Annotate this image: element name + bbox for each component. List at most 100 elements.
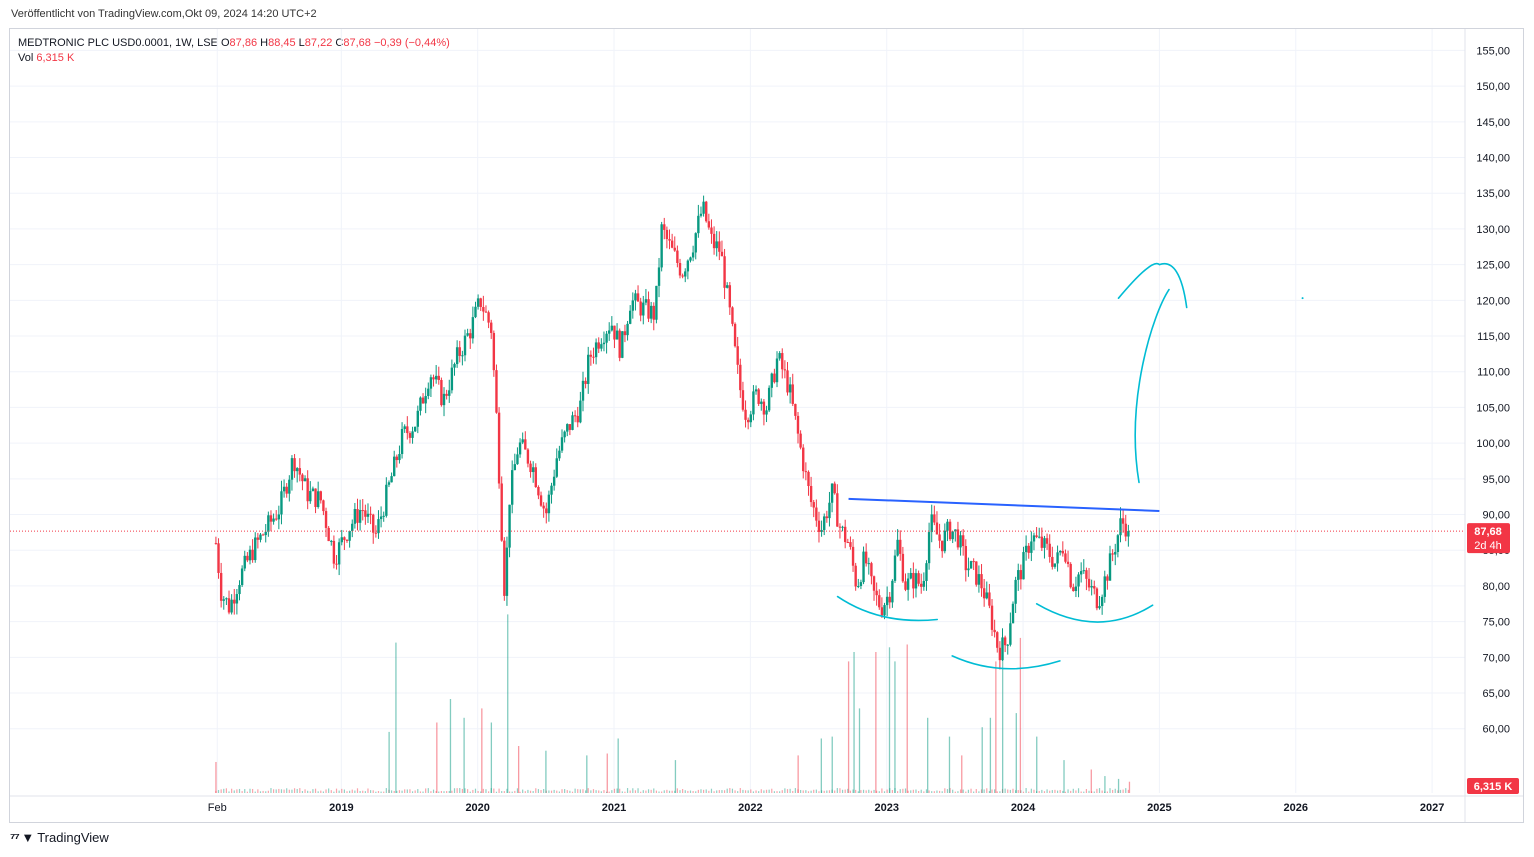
- volume-bar: [899, 789, 901, 793]
- volume-badge: [1467, 778, 1519, 794]
- volume-bar: [380, 791, 382, 793]
- candle-body: [597, 342, 600, 349]
- volume-bar: [1093, 791, 1095, 793]
- volume-bar: [946, 789, 949, 793]
- candle-body: [849, 542, 852, 547]
- candle-body: [744, 409, 747, 420]
- candle-body: [411, 431, 414, 438]
- volume-bar: [663, 790, 665, 793]
- volume-bar: [906, 644, 908, 793]
- volume-bar: [692, 791, 694, 793]
- candle-body: [896, 539, 899, 556]
- volume-bar: [910, 790, 912, 793]
- volume-bar: [456, 788, 458, 793]
- candle-body: [731, 307, 734, 324]
- volume-bar: [427, 788, 429, 793]
- x-tick-label: 2021: [602, 802, 626, 814]
- close-value: 87,68: [343, 37, 371, 49]
- volume-bars: [215, 614, 1131, 793]
- volume-bar: [931, 791, 933, 793]
- candle-body: [269, 515, 273, 522]
- volume-bar: [238, 788, 241, 793]
- candle-body: [432, 377, 435, 380]
- volume-bar: [962, 789, 964, 793]
- tradingview-logo-icon[interactable]: ⁷⁷ ▼: [10, 830, 34, 845]
- candle-body: [796, 415, 800, 434]
- candle-body: [946, 521, 949, 531]
- volume-bar: [419, 791, 422, 793]
- x-tick-label: Feb: [208, 802, 227, 814]
- candle-body: [217, 543, 220, 573]
- volume-bar: [262, 790, 264, 793]
- candle-body: [492, 332, 496, 371]
- volume-bar: [978, 791, 980, 793]
- volume-bar: [621, 791, 623, 793]
- candle-body: [838, 526, 842, 528]
- candle-body: [985, 592, 988, 599]
- volume-bar: [844, 789, 846, 793]
- y-tick-label: 95,00: [1482, 474, 1510, 486]
- drawing-layer: [10, 262, 1465, 670]
- candle-body: [846, 542, 850, 544]
- candle-body: [429, 377, 433, 389]
- candle-body: [327, 527, 330, 542]
- volume-bar: [493, 788, 495, 793]
- volume-bar: [393, 790, 395, 793]
- candle-body: [343, 537, 346, 540]
- candle-body: [1061, 550, 1065, 554]
- volume-bar: [1085, 789, 1088, 793]
- volume-bar: [351, 789, 353, 793]
- candle-body: [1064, 553, 1067, 562]
- volume-bar: [807, 791, 810, 793]
- candle-body: [689, 257, 692, 261]
- volume-bar: [293, 788, 296, 793]
- volume-bar: [839, 788, 841, 793]
- brand-name: TradingView: [37, 830, 109, 845]
- volume-bar: [265, 791, 267, 793]
- volume-bar: [708, 790, 710, 793]
- candle-body: [584, 380, 587, 384]
- candle-body: [311, 488, 315, 492]
- candle-body: [434, 375, 438, 380]
- candle-body: [1040, 536, 1044, 548]
- candle-body: [760, 401, 763, 404]
- candle-body: [1093, 586, 1096, 589]
- volume-bar: [595, 790, 597, 793]
- volume-bar: [449, 699, 452, 793]
- candle-body: [864, 551, 868, 564]
- volume-bar: [328, 788, 330, 793]
- candle-body: [256, 537, 260, 540]
- candle-body: [980, 574, 983, 589]
- candle-body: [248, 549, 252, 561]
- x-tick-label: 2019: [329, 802, 353, 814]
- volume-bar: [668, 790, 671, 793]
- candle-body: [518, 442, 522, 455]
- candle-body: [741, 390, 745, 410]
- candle-body: [589, 354, 593, 357]
- candle-body: [812, 502, 815, 508]
- volume-bar: [980, 789, 983, 793]
- volume-bar: [231, 788, 233, 793]
- candle-body: [490, 322, 493, 333]
- candle-body: [238, 585, 241, 595]
- candle-body: [652, 305, 655, 320]
- volume-bar: [855, 789, 857, 793]
- volume-bar: [440, 790, 442, 793]
- candle-body: [521, 439, 524, 443]
- symbol-label[interactable]: MEDTRONIC PLC USD0.0001, 1W, LSE: [18, 37, 218, 49]
- candle-body: [353, 508, 357, 524]
- candle-body: [537, 487, 540, 496]
- candle-body: [563, 431, 566, 438]
- candle-body: [1019, 570, 1023, 580]
- candle-body: [408, 433, 412, 438]
- volume-bar: [579, 789, 581, 793]
- volume-bar: [322, 791, 325, 793]
- candle-body: [930, 514, 933, 533]
- volume-bar: [288, 789, 290, 793]
- y-tick-label: 65,00: [1482, 688, 1510, 700]
- volume-bar: [244, 789, 246, 793]
- candle-body: [867, 563, 870, 565]
- legend-volume-row: Vol 6,315 K: [18, 51, 450, 66]
- candle-body: [663, 224, 666, 230]
